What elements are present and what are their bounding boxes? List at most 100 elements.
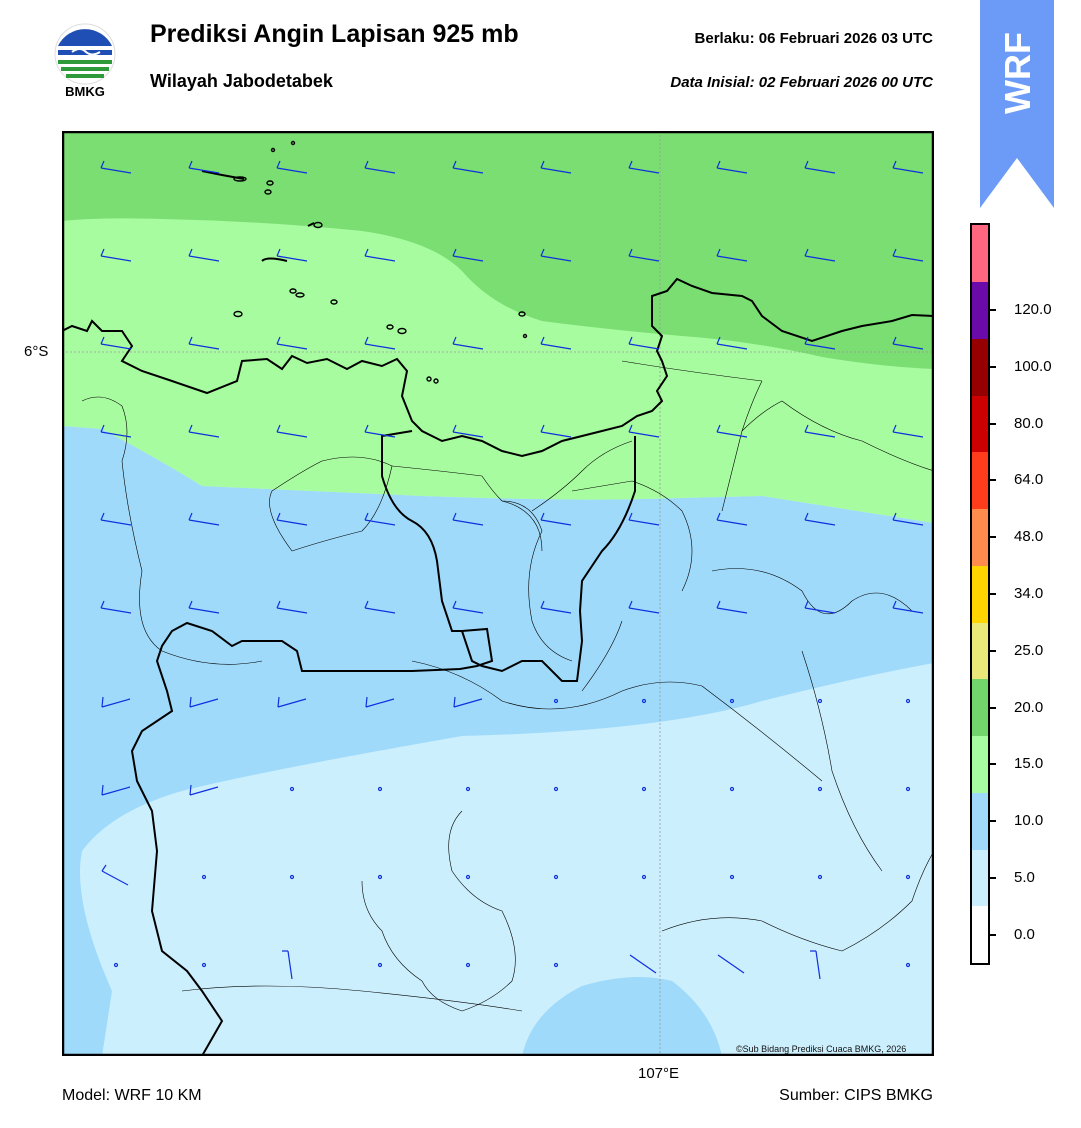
wind-barb bbox=[628, 248, 660, 262]
colorbar-tick bbox=[990, 820, 996, 823]
zone-strong bbox=[62, 131, 934, 369]
calm-wind-marker bbox=[817, 698, 823, 704]
wind-barb bbox=[540, 512, 572, 526]
wind-barb bbox=[892, 160, 924, 174]
wind-barb bbox=[188, 512, 220, 526]
wind-barb bbox=[804, 600, 836, 614]
wind-barb bbox=[452, 248, 484, 262]
wind-barb bbox=[276, 248, 308, 262]
wind-barb bbox=[716, 512, 748, 526]
wind-barb bbox=[540, 600, 572, 614]
wind-barb bbox=[892, 336, 924, 350]
wind-barb bbox=[716, 160, 748, 174]
wind-barb bbox=[892, 424, 924, 438]
calm-wind-marker bbox=[729, 874, 735, 880]
wind-barb bbox=[100, 248, 132, 262]
calm-wind-marker bbox=[817, 874, 823, 880]
colorbar-segment bbox=[972, 622, 988, 680]
wind-barb bbox=[100, 336, 132, 350]
wind-barb bbox=[716, 248, 748, 262]
wind-barb bbox=[364, 248, 396, 262]
colorbar-tick bbox=[990, 706, 996, 709]
wind-barb bbox=[364, 600, 396, 614]
bmkg-logo bbox=[54, 23, 116, 85]
colorbar-segment bbox=[972, 679, 988, 737]
wrf-banner: WRF bbox=[980, 0, 1054, 208]
colorbar-tick-label: 20.0 bbox=[1014, 698, 1044, 716]
longitude-label: 107°E bbox=[638, 1065, 680, 1082]
zone-light-bottom bbox=[522, 977, 722, 1056]
calm-wind-marker bbox=[377, 874, 383, 880]
colorbar-tick bbox=[990, 876, 996, 879]
wind-barb bbox=[364, 424, 396, 438]
wind-barb bbox=[188, 160, 220, 174]
colorbar-segment bbox=[972, 395, 988, 453]
model-info: Model: WRF 10 KM bbox=[62, 1087, 202, 1104]
calm-wind-marker bbox=[553, 874, 559, 880]
wind-barb bbox=[628, 160, 660, 174]
map-subtitle: Wilayah Jabodetabek bbox=[150, 71, 333, 91]
logo-text: BMKG bbox=[65, 84, 105, 99]
zone-light bbox=[62, 426, 934, 1056]
wind-barb bbox=[452, 336, 484, 350]
calm-wind-marker bbox=[905, 786, 911, 792]
calm-wind-marker bbox=[201, 962, 207, 968]
wind-barb bbox=[892, 600, 924, 614]
colorbar-segment bbox=[972, 849, 988, 907]
wind-barb bbox=[188, 248, 220, 262]
wind-map bbox=[62, 131, 934, 1056]
wind-barb bbox=[717, 954, 745, 974]
wind-barb bbox=[189, 696, 219, 708]
wind-barb bbox=[364, 512, 396, 526]
colorbar-tick-label: 48.0 bbox=[1014, 528, 1044, 546]
wind-barb bbox=[804, 512, 836, 526]
colorbar-tick-label: 10.0 bbox=[1014, 812, 1044, 830]
wind-barb bbox=[628, 336, 660, 350]
calm-wind-marker bbox=[465, 786, 471, 792]
colorbar-segment bbox=[972, 452, 988, 510]
wind-barb bbox=[804, 336, 836, 350]
calm-wind-marker bbox=[465, 962, 471, 968]
wind-barb bbox=[453, 696, 483, 708]
calm-wind-marker bbox=[905, 698, 911, 704]
calm-wind-marker bbox=[641, 874, 647, 880]
wind-barb bbox=[276, 512, 308, 526]
colorbar-tick-label: 100.0 bbox=[1014, 357, 1052, 375]
initial-data-time: Data Inisial: 02 Februari 2026 00 UTC bbox=[670, 74, 933, 91]
colorbar-tick-label: 64.0 bbox=[1014, 471, 1044, 489]
wind-barb bbox=[365, 696, 395, 708]
calm-wind-marker bbox=[905, 962, 911, 968]
wind-barb bbox=[100, 160, 132, 174]
colorbar-tick-label: 15.0 bbox=[1014, 755, 1044, 773]
colorbar-tick bbox=[990, 365, 996, 368]
colorbar-segment bbox=[972, 338, 988, 396]
wrf-banner-text: WRF bbox=[997, 32, 1038, 114]
calm-wind-marker bbox=[729, 698, 735, 704]
calm-wind-marker bbox=[289, 786, 295, 792]
map-title: Prediksi Angin Lapisan 925 mb bbox=[150, 20, 519, 48]
wind-barb bbox=[276, 600, 308, 614]
wind-barb bbox=[628, 512, 660, 526]
calm-wind-marker bbox=[377, 962, 383, 968]
wind-barb bbox=[188, 336, 220, 350]
wind-barb bbox=[804, 424, 836, 438]
colorbar bbox=[970, 223, 990, 965]
calm-wind-marker bbox=[553, 698, 559, 704]
wind-barb bbox=[452, 600, 484, 614]
calm-wind-marker bbox=[113, 962, 119, 968]
colorbar-segment bbox=[972, 565, 988, 623]
colorbar-tick bbox=[990, 593, 996, 595]
colorbar-tick bbox=[990, 309, 996, 312]
calm-wind-marker bbox=[553, 786, 559, 792]
wind-barb bbox=[100, 512, 132, 526]
colorbar-segment bbox=[972, 225, 988, 282]
copyright-notice: ©Sub Bidang Prediksi Cuaca BMKG, 2026 bbox=[736, 1044, 907, 1054]
wind-barb bbox=[188, 424, 220, 438]
wind-barb bbox=[716, 336, 748, 350]
wind-barb bbox=[101, 864, 129, 886]
wind-barb bbox=[804, 248, 836, 262]
calm-wind-marker bbox=[553, 962, 559, 968]
wind-barb bbox=[628, 424, 660, 438]
wind-barb bbox=[282, 950, 293, 980]
islands bbox=[233, 140, 528, 384]
